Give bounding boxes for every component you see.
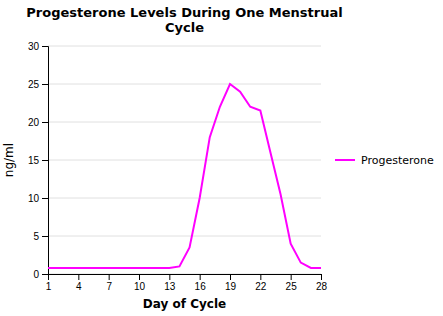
tick-label: 0	[33, 269, 39, 280]
tick-mark	[42, 84, 48, 85]
tick-mark	[109, 274, 110, 280]
grid-line	[48, 160, 321, 161]
tick-mark	[42, 274, 48, 275]
tick-mark	[42, 236, 48, 237]
tick-label: 19	[225, 281, 237, 292]
tick-label: 7	[106, 281, 112, 292]
legend: Progesterone	[335, 154, 434, 167]
grid-line	[48, 236, 321, 237]
tick: 0	[33, 269, 48, 280]
tick: 22	[255, 274, 267, 292]
tick-label: 10	[134, 281, 146, 292]
tick-mark	[200, 274, 201, 280]
title-line: Cycle	[165, 20, 204, 35]
grid	[48, 46, 321, 274]
plot-area: 1 4 7 10 13 16 19 22 25 28 0 5 10 15 20 25 30	[28, 41, 328, 292]
legend-label: Progesterone	[361, 154, 434, 167]
tick-mark	[321, 274, 322, 280]
tick-mark	[42, 46, 48, 47]
tick-label: 1	[46, 281, 52, 292]
tick-label: 20	[28, 117, 40, 128]
grid-line	[48, 84, 321, 85]
title-line: Progesterone Levels During One Menstrual	[26, 5, 342, 20]
tick-mark	[139, 274, 140, 280]
legend-swatch	[335, 159, 355, 161]
tick-label: 25	[28, 79, 40, 90]
title: Progesterone Levels During One Menstrual…	[26, 5, 342, 35]
tick-mark	[291, 274, 292, 280]
tick-label: 13	[164, 281, 176, 292]
tick: 15	[28, 155, 48, 166]
grid-line	[48, 122, 321, 123]
tick-mark	[260, 274, 261, 280]
tick: 1	[46, 274, 52, 292]
tick-label: 22	[255, 281, 267, 292]
axis-line	[42, 47, 49, 275]
y-axis: 0 5 10 15 20 25 30	[28, 41, 49, 280]
tick-mark	[169, 274, 170, 280]
line	[48, 84, 321, 268]
tick: 7	[106, 274, 112, 292]
tick-mark	[230, 274, 231, 280]
tick: 5	[33, 231, 48, 242]
tick-label: 5	[33, 231, 39, 242]
x-axis: 1 4 7 10 13 16 19 22 25 28	[46, 274, 328, 292]
tick: 19	[225, 274, 237, 292]
chart: 1 4 7 10 13 16 19 22 25 28 0 5 10 15 20 25 30 Progesteron…	[0, 0, 443, 316]
marks	[48, 84, 321, 268]
x-axis-title: Day of Cycle	[143, 297, 226, 311]
tick: 10	[134, 274, 146, 292]
tick-mark	[42, 160, 48, 161]
tick-mark	[42, 122, 48, 123]
tick-label: 16	[195, 281, 207, 292]
axis-line	[49, 275, 322, 281]
tick-label: 25	[286, 281, 298, 292]
tick: 25	[28, 79, 48, 90]
legend-item: Progesterone	[335, 154, 434, 167]
tick: 13	[164, 274, 176, 292]
tick: 16	[195, 274, 207, 292]
y-axis-title: ng/ml	[2, 143, 16, 177]
tick-label: 15	[28, 155, 40, 166]
tick: 20	[28, 117, 48, 128]
tick: 10	[28, 193, 48, 204]
tick-mark	[78, 274, 79, 280]
tick-label: 28	[316, 281, 328, 292]
grid-line	[48, 46, 321, 47]
tick: 30	[28, 41, 48, 52]
tick: 28	[316, 274, 328, 292]
tick-label: 10	[28, 193, 40, 204]
grid-line	[48, 198, 321, 199]
tick-label: 30	[28, 41, 40, 52]
tick: 25	[286, 274, 298, 292]
tick-mark	[42, 198, 48, 199]
tick-label: 4	[76, 281, 82, 292]
tick: 4	[76, 274, 82, 292]
